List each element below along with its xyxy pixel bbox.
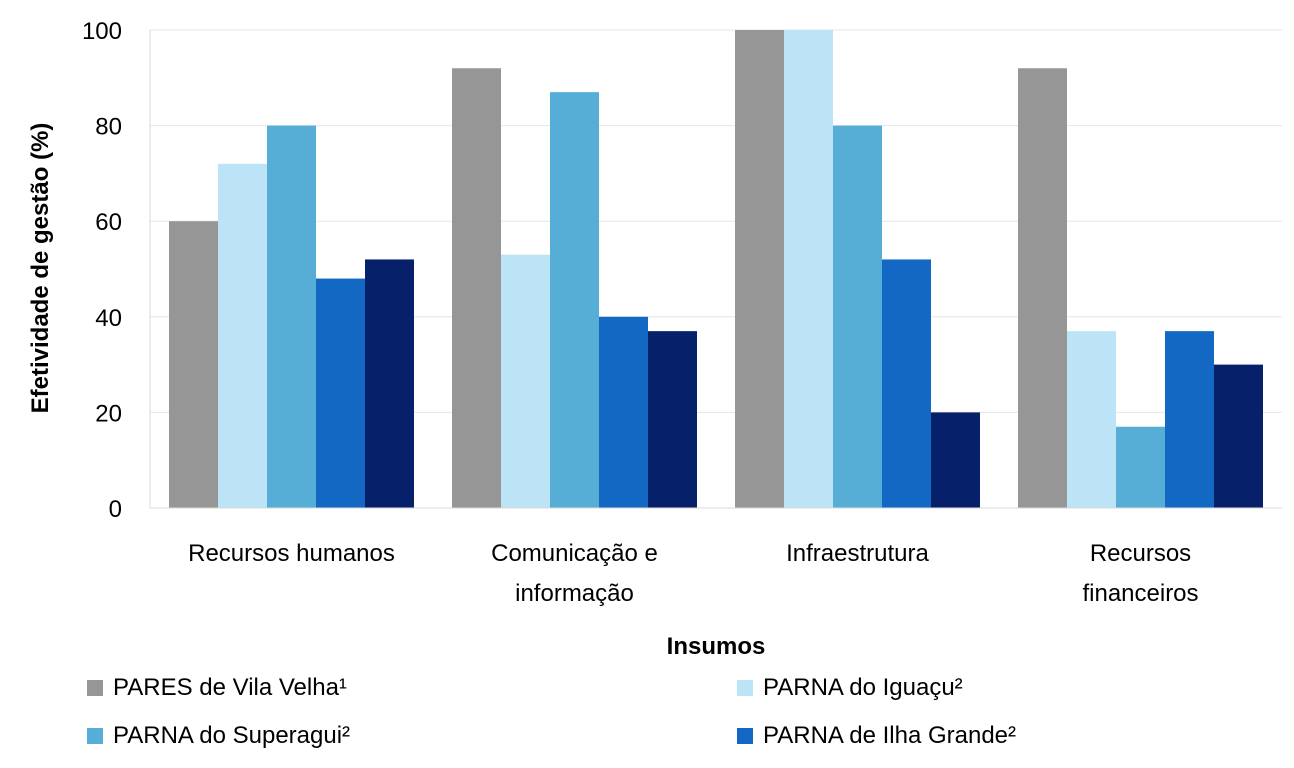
- y-tick-labels: 0 20 40 60 80 100: [82, 18, 122, 523]
- x-axis-title: Insumos: [667, 633, 766, 660]
- y-tick-label: 40: [95, 305, 122, 332]
- bar: [1214, 364, 1263, 508]
- axes: [149, 30, 1282, 509]
- bar: [267, 125, 316, 508]
- bar: [169, 221, 218, 508]
- bar: [365, 259, 414, 508]
- bar: [833, 125, 882, 508]
- y-tick-label: 20: [95, 400, 122, 427]
- bar: [316, 278, 365, 508]
- bar: [735, 30, 784, 508]
- bar: [931, 412, 980, 508]
- bar: [784, 30, 833, 508]
- bar: [501, 254, 550, 508]
- y-tick-label: 0: [109, 496, 122, 523]
- bar: [1165, 331, 1214, 508]
- bar: [218, 163, 267, 508]
- bar: [599, 316, 648, 508]
- bar: [1116, 426, 1165, 508]
- y-axis-title: Efetividade de gestão (%): [27, 123, 54, 414]
- y-tick-label: 60: [95, 209, 122, 236]
- y-tick-label: 100: [82, 18, 122, 45]
- x-category-label: financeiros: [1082, 580, 1198, 607]
- bars: [169, 30, 1263, 509]
- bar: [550, 92, 599, 508]
- bar: [1018, 68, 1067, 509]
- bar: [882, 259, 931, 508]
- x-category-label: Recursos: [1090, 540, 1191, 567]
- x-category-label: Recursos humanos: [188, 540, 395, 567]
- bar: [1067, 331, 1116, 508]
- bar: [452, 68, 501, 509]
- x-category-label: Infraestrutura: [786, 540, 929, 567]
- x-category-label: Comunicação e: [491, 540, 658, 567]
- bar: [648, 331, 697, 508]
- x-category-labels: Recursos humanos Comunicação e informação I…: [188, 540, 1198, 607]
- y-tick-label: 80: [95, 114, 122, 141]
- x-category-label: informação: [515, 580, 634, 607]
